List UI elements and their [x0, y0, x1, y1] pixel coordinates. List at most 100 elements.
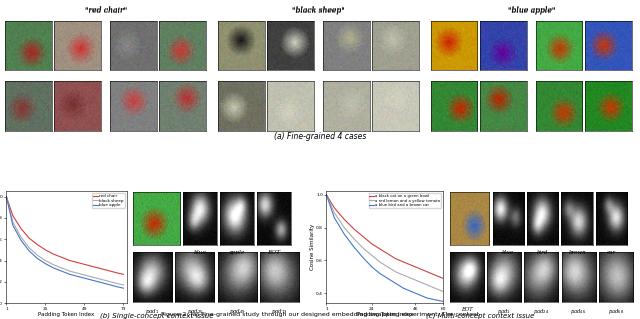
- a red lemon and a yellow tomato: [408, 277, 415, 280]
- blue apple: [99, 281, 106, 285]
- black sheep: [82, 273, 90, 277]
- a red lemon and a yellow tomato: [323, 193, 330, 197]
- blue apple: [115, 285, 122, 289]
- a black cat on a green bowl: [424, 270, 431, 274]
- Text: "red chair": "red chair": [84, 6, 127, 14]
- Text: (b) Single-concept context issue: (b) Single-concept context issue: [100, 313, 214, 319]
- Text: pad$_1$: pad$_1$: [145, 307, 160, 316]
- black sheep: [33, 253, 41, 257]
- a blue bird and a brown car: [400, 286, 408, 290]
- blue apple: [26, 249, 33, 253]
- red chair: [120, 272, 127, 276]
- black sheep: [3, 195, 10, 199]
- a black cat on a green bowl: [439, 277, 447, 280]
- blue apple: [82, 277, 90, 280]
- red chair: [26, 236, 33, 240]
- Line: blue apple: blue apple: [6, 197, 124, 288]
- red chair: [3, 195, 10, 199]
- red chair: [107, 269, 115, 273]
- black sheep: [90, 276, 98, 279]
- a black cat on a green bowl: [330, 206, 338, 210]
- a red lemon and a yellow tomato: [400, 273, 408, 277]
- blue apple: [74, 275, 82, 278]
- X-axis label: Padding Token Index: Padding Token Index: [38, 312, 95, 317]
- a blue bird and a brown car: [431, 298, 439, 302]
- a blue bird and a brown car: [350, 245, 358, 249]
- a blue bird and a brown car: [384, 277, 392, 280]
- red chair: [115, 271, 122, 275]
- red chair: [42, 248, 49, 252]
- Text: brown: brown: [568, 249, 586, 255]
- a black cat on a green bowl: [376, 247, 383, 251]
- Text: blue: blue: [194, 249, 207, 255]
- red chair: [33, 243, 41, 247]
- Legend: red chair, black sheep, blue apple: red chair, black sheep, blue apple: [92, 194, 125, 208]
- a red lemon and a yellow tomato: [376, 260, 383, 264]
- Text: (c) Multi-concept context issue: (c) Multi-concept context issue: [426, 313, 534, 319]
- black sheep: [42, 259, 49, 263]
- black sheep: [107, 280, 115, 284]
- Line: a black cat on a green bowl: a black cat on a green bowl: [326, 195, 443, 278]
- black sheep: [17, 235, 25, 239]
- blue apple: [9, 224, 17, 227]
- Text: Figure 2: (a) Fine-grained study through our designed embedding swapping experim: Figure 2: (a) Fine-grained study through…: [161, 312, 479, 317]
- Line: a red lemon and a yellow tomato: a red lemon and a yellow tomato: [326, 195, 443, 292]
- Y-axis label: Cosine Similarity: Cosine Similarity: [310, 224, 315, 270]
- a blue bird and a brown car: [392, 281, 399, 285]
- black sheep: [74, 271, 82, 275]
- red chair: [82, 263, 90, 267]
- blue apple: [66, 272, 74, 276]
- black sheep: [66, 269, 74, 273]
- Text: pad$_1$: pad$_1$: [497, 307, 511, 316]
- Legend: a black cat on a green bowl, a red lemon and a yellow tomato, a blue bird and a : a black cat on a green bowl, a red lemon…: [369, 193, 441, 208]
- a black cat on a green bowl: [384, 252, 392, 256]
- red chair: [58, 256, 65, 259]
- red chair: [74, 261, 82, 264]
- a red lemon and a yellow tomato: [384, 265, 392, 269]
- a black cat on a green bowl: [392, 257, 399, 261]
- a red lemon and a yellow tomato: [439, 290, 447, 293]
- black sheep: [99, 278, 106, 282]
- a blue bird and a brown car: [360, 257, 368, 261]
- red chair: [9, 214, 17, 218]
- a red lemon and a yellow tomato: [340, 226, 348, 229]
- X-axis label: Padding Token Index: Padding Token Index: [356, 312, 413, 317]
- black sheep: [50, 263, 58, 267]
- a blue bird and a brown car: [330, 216, 338, 219]
- Text: apple: apple: [229, 249, 245, 255]
- blue apple: [33, 256, 41, 260]
- Text: EOT: EOT: [461, 307, 472, 312]
- a black cat on a green bowl: [368, 242, 376, 246]
- Text: bird: bird: [537, 249, 548, 255]
- a blue bird and a brown car: [415, 293, 423, 297]
- a red lemon and a yellow tomato: [368, 254, 376, 257]
- red chair: [90, 265, 98, 269]
- Line: red chair: red chair: [6, 197, 124, 274]
- a blue bird and a brown car: [340, 232, 348, 236]
- red chair: [66, 259, 74, 263]
- blue apple: [50, 266, 58, 270]
- Text: pad$_{73}$: pad$_{73}$: [271, 307, 288, 316]
- a blue bird and a brown car: [376, 271, 383, 275]
- a black cat on a green bowl: [431, 273, 439, 277]
- blue apple: [3, 195, 10, 199]
- a red lemon and a yellow tomato: [415, 280, 423, 284]
- a black cat on a green bowl: [323, 193, 330, 197]
- Text: pad$_{24}$: pad$_{24}$: [533, 307, 549, 316]
- a red lemon and a yellow tomato: [392, 270, 399, 274]
- Text: car: car: [607, 249, 616, 255]
- a blue bird and a brown car: [408, 290, 415, 293]
- Text: (a) Fine-grained 4 cases: (a) Fine-grained 4 cases: [274, 132, 366, 141]
- a black cat on a green bowl: [408, 263, 415, 267]
- red chair: [99, 267, 106, 271]
- a black cat on a green bowl: [350, 227, 358, 231]
- a blue bird and a brown car: [368, 265, 376, 269]
- Text: "black sheep": "black sheep": [292, 7, 345, 15]
- Text: "red chair": "red chair": [84, 7, 127, 15]
- a red lemon and a yellow tomato: [350, 237, 358, 241]
- Text: pad$_{46}$: pad$_{46}$: [570, 307, 587, 316]
- red chair: [17, 227, 25, 231]
- a red lemon and a yellow tomato: [330, 211, 338, 215]
- a black cat on a green bowl: [400, 260, 408, 264]
- black sheep: [120, 283, 127, 287]
